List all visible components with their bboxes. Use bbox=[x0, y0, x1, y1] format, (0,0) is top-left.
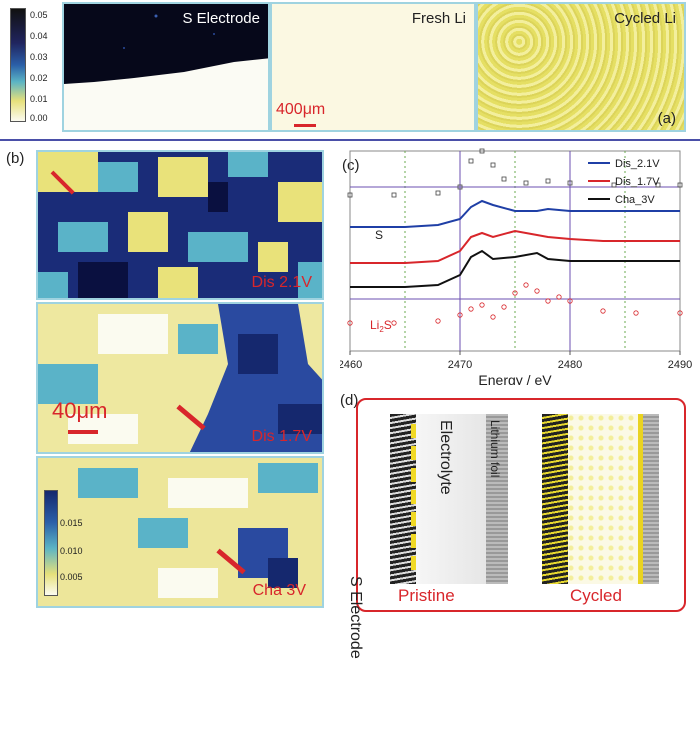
caption-pristine: Pristine bbox=[398, 586, 455, 605]
scalebar-label: 40μm bbox=[52, 398, 108, 423]
s-ref-marker bbox=[457, 184, 463, 190]
divider bbox=[0, 139, 700, 141]
s-electrode-label: S Electrode bbox=[347, 576, 364, 659]
scalebar-line bbox=[294, 124, 316, 127]
x-tick-label: 2490 bbox=[668, 359, 692, 371]
colorbar-a-tick: 0.05 bbox=[30, 10, 48, 20]
colorbar-a-tick: 0.01 bbox=[30, 94, 48, 104]
colorbar-a bbox=[10, 8, 26, 122]
cycled-sei-layer bbox=[638, 414, 643, 584]
li2s-ref-marker bbox=[677, 310, 683, 316]
pristine-electrode bbox=[390, 414, 419, 584]
colorbar-b-tick: 0.010 bbox=[60, 546, 83, 556]
s-ref-marker bbox=[655, 182, 661, 188]
cycled-li-foil bbox=[643, 414, 659, 584]
x-axis-label: Energy / eV bbox=[478, 372, 552, 385]
li2s-ref-marker bbox=[534, 288, 540, 294]
li2s-ref-marker bbox=[391, 320, 397, 326]
panel-label: (b) bbox=[6, 150, 25, 167]
li2s-ref-marker bbox=[457, 312, 463, 318]
li2s-ref-marker bbox=[600, 308, 606, 314]
s-ref-marker bbox=[523, 180, 529, 186]
li2s-ref-marker bbox=[633, 310, 639, 316]
s-ref-marker bbox=[567, 180, 573, 186]
panel-label: (a) bbox=[657, 110, 676, 127]
map-label: Dis 2.1V bbox=[251, 274, 312, 291]
map-cha-3v: 0.015 0.010 0.005 Cha 3V bbox=[36, 456, 324, 608]
colorbar-b-tick: 0.005 bbox=[60, 572, 83, 582]
legend-label: Cha_3V bbox=[615, 194, 655, 206]
legend-label: Dis_2.1V bbox=[615, 158, 660, 170]
x-tick-label: 2460 bbox=[340, 359, 362, 371]
schematic-frame: S Electrode Electrolyte Lithium foil Pri… bbox=[347, 398, 686, 659]
scalebar-label: 400μm bbox=[276, 101, 326, 118]
series-line-Dis_2.1V bbox=[350, 199, 680, 228]
map-s-electrode: S Electrode bbox=[62, 2, 270, 132]
map-title: Fresh Li bbox=[411, 10, 466, 27]
xanes-chart: 2460 2470 2480 2490 Energy / eV Dis_2.1V Dis… bbox=[340, 148, 692, 385]
s-ref-marker bbox=[501, 176, 507, 182]
map-title: S Electrode bbox=[182, 10, 260, 27]
li2s-ref-marker bbox=[545, 298, 551, 304]
li2s-ref-marker bbox=[501, 304, 507, 310]
panel-a: 0.05 0.04 0.03 0.02 0.01 0.00 S Electrod… bbox=[0, 0, 700, 138]
li2s-ref-marker bbox=[490, 314, 496, 320]
electrolyte-label: Electrolyte bbox=[437, 420, 454, 495]
map-label: Dis 1.7V bbox=[251, 428, 312, 445]
caption-cycled: Cycled bbox=[570, 586, 622, 605]
panel-label: (c) bbox=[342, 157, 360, 174]
li2s-ref-marker bbox=[556, 294, 562, 300]
pristine-li-foil bbox=[486, 414, 508, 584]
cycled-electrolyte bbox=[568, 414, 638, 584]
lithium-foil-label: Lithium foil bbox=[488, 420, 502, 478]
s-ref-marker bbox=[479, 148, 485, 154]
x-tick-label: 2470 bbox=[448, 359, 472, 371]
map-dis-2-1v: Dis 2.1V bbox=[36, 150, 324, 300]
li2s-ref-marker bbox=[435, 318, 441, 324]
legend-label: Dis_1.7V bbox=[615, 176, 660, 188]
scalebar-line bbox=[68, 430, 98, 434]
map-label: Cha 3V bbox=[252, 582, 306, 599]
s-ref-marker bbox=[391, 192, 397, 198]
map-title: Cycled Li bbox=[614, 10, 676, 27]
series-line-Dis_1.7V bbox=[350, 229, 680, 264]
s-ref-marker bbox=[468, 158, 474, 164]
x-tick-label: 2480 bbox=[558, 359, 582, 371]
pristine-electrolyte bbox=[416, 414, 486, 584]
map-fresh-li: Fresh Li 400μm bbox=[270, 2, 476, 132]
colorbar-a-tick: 0.04 bbox=[30, 31, 48, 41]
li2s-ref-label: Li2S bbox=[370, 318, 392, 334]
map-cycled-li: Cycled Li (a) bbox=[476, 2, 686, 132]
colorbar-a-tick: 0.00 bbox=[30, 113, 48, 123]
li2s-ref-marker bbox=[567, 298, 573, 304]
panel-label: (d) bbox=[340, 392, 359, 409]
cycled-electrode bbox=[542, 414, 568, 584]
li2s-ref-marker bbox=[523, 282, 529, 288]
colorbar-b-tick: 0.015 bbox=[60, 518, 83, 528]
colorbar-a-tick: 0.03 bbox=[30, 52, 48, 62]
li2s-ref-marker bbox=[479, 302, 485, 308]
s-ref-label: S bbox=[375, 228, 383, 242]
colorbar-b bbox=[44, 490, 58, 596]
map-dis-1-7v: 40μm Dis 1.7V bbox=[36, 302, 324, 454]
s-ref-marker bbox=[611, 182, 617, 188]
li2s-ref-marker bbox=[347, 320, 353, 326]
li2s-ref-marker bbox=[468, 306, 474, 312]
s-ref-marker bbox=[347, 192, 353, 198]
series-line-Cha_3V bbox=[350, 249, 680, 288]
s-ref-marker bbox=[545, 178, 551, 184]
li2s-ref-marker bbox=[512, 290, 518, 296]
s-ref-marker bbox=[677, 182, 683, 188]
s-ref-marker bbox=[435, 190, 441, 196]
s-ref-marker bbox=[490, 162, 496, 168]
colorbar-a-tick: 0.02 bbox=[30, 73, 48, 83]
